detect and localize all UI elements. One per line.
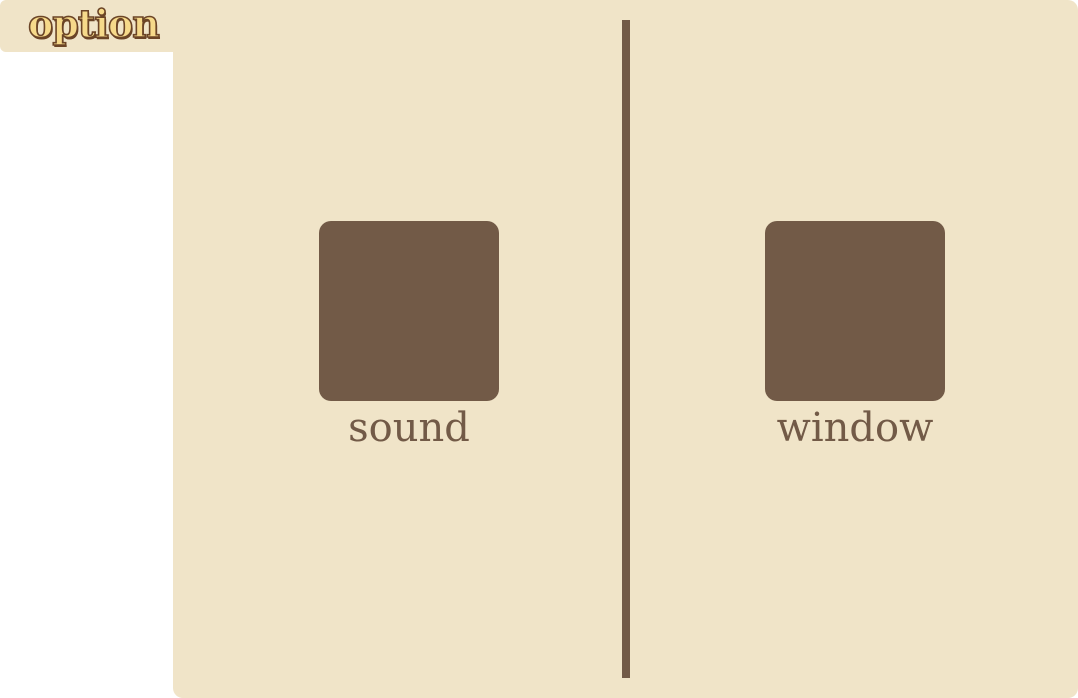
- title-tab: option: [0, 0, 180, 52]
- sound-option-label: sound: [348, 405, 470, 451]
- sound-icon[interactable]: [319, 221, 499, 401]
- options-panel: sound window: [173, 0, 1078, 698]
- sound-option-button[interactable]: sound: [319, 221, 499, 451]
- page-title: option: [27, 0, 160, 47]
- window-option-button[interactable]: window: [765, 221, 945, 451]
- panel-divider: [622, 20, 630, 678]
- window-option-label: window: [776, 405, 934, 451]
- window-icon[interactable]: [765, 221, 945, 401]
